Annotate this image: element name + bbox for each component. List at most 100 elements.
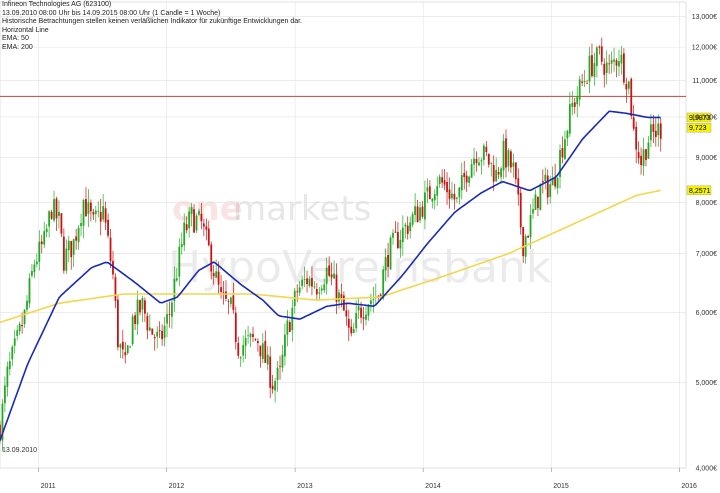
y-tick-label: 4,000€	[696, 466, 718, 473]
candle-body	[411, 214, 414, 225]
ema-200-line	[0, 189, 661, 324]
watermark-logo-markets: markets	[233, 189, 371, 229]
candle-body	[153, 337, 156, 339]
candle-body	[534, 194, 537, 210]
watermark-bank: HypoVereinsbank	[168, 242, 552, 293]
candle-body	[320, 288, 323, 291]
candle-body	[345, 310, 348, 317]
candle-body	[338, 292, 340, 302]
y-tick-label: 6,000€	[696, 310, 718, 317]
candle-body	[271, 385, 274, 390]
value-tag-label: 9,9873	[689, 115, 711, 122]
candle-body	[148, 327, 151, 331]
candle-body	[215, 271, 218, 278]
candle-body	[510, 151, 512, 168]
candle-body	[583, 81, 586, 83]
candle-body	[507, 150, 510, 167]
candle-body	[229, 297, 232, 304]
candle-body	[428, 186, 431, 200]
candle-body	[397, 231, 399, 249]
candle-body	[158, 330, 161, 331]
candle-body	[392, 232, 394, 238]
candle-body	[647, 142, 650, 159]
candle-body	[657, 123, 660, 136]
ema-50-path	[0, 110, 661, 441]
candle-body	[99, 212, 102, 222]
candle-body	[141, 298, 144, 310]
candle-body	[640, 155, 642, 166]
candle-body	[252, 334, 254, 337]
candle-body	[401, 227, 404, 243]
candle-body	[13, 338, 16, 346]
candle-body	[659, 123, 662, 139]
candle-body	[193, 209, 195, 233]
candle-body	[389, 237, 392, 270]
candle-body	[342, 295, 345, 311]
candle-body	[303, 278, 306, 280]
ema-50-line	[0, 110, 661, 441]
candle-body	[561, 147, 564, 158]
candle-body	[487, 153, 490, 165]
candle-body	[394, 231, 397, 233]
candle-body	[119, 344, 122, 348]
candle-body	[97, 210, 100, 212]
candle-body	[210, 244, 213, 272]
candle-body	[50, 211, 53, 219]
candle-body	[112, 260, 114, 275]
candle-body	[151, 328, 154, 335]
candle-body	[62, 236, 65, 271]
candle-body	[605, 62, 608, 73]
candle-body	[615, 60, 618, 66]
candle-body	[360, 307, 362, 318]
candle-body	[522, 227, 525, 257]
candle-body	[468, 176, 471, 183]
candle-body	[419, 207, 421, 221]
candle-body	[284, 334, 286, 357]
candle-body	[330, 274, 333, 278]
candle-body	[217, 271, 220, 285]
candle-body	[333, 273, 335, 279]
candle-body	[630, 78, 633, 117]
candle-body	[362, 317, 365, 319]
candle-body	[433, 194, 436, 201]
candle-body	[652, 124, 655, 132]
candle-body	[225, 291, 227, 299]
candle-body	[166, 314, 168, 324]
candle-body	[576, 97, 579, 105]
candle-body	[212, 273, 215, 277]
candle-body	[586, 82, 588, 84]
candle-body	[635, 126, 638, 150]
candle-body	[372, 298, 375, 300]
candle-body	[421, 206, 424, 217]
candle-body	[0, 424, 1, 441]
candle-body	[286, 320, 289, 335]
y-tick-label: 10,000€	[692, 114, 717, 121]
candle-body	[1, 403, 4, 441]
candle-body	[26, 300, 28, 310]
candle-body	[502, 140, 505, 171]
candle-body	[618, 61, 620, 67]
candle-body	[242, 345, 245, 356]
x-tick-label: 2012	[169, 483, 185, 490]
candle-body	[352, 329, 355, 333]
candle-body	[458, 187, 461, 197]
candle-body	[409, 222, 412, 232]
candle-body	[355, 313, 358, 329]
candle-body	[387, 254, 389, 267]
y-tick-label: 8,000€	[696, 200, 718, 207]
candle-body	[107, 219, 109, 236]
candle-body	[600, 46, 603, 62]
candle-body	[564, 139, 566, 160]
candle-body	[544, 174, 547, 181]
candle-body	[31, 271, 33, 276]
chart-period: 13.09.2010 08:00 Uhr bis 14.09.2015 08:0…	[2, 9, 221, 17]
candle-body	[492, 165, 495, 182]
candle-body	[276, 367, 279, 381]
candle-body	[568, 104, 571, 134]
candle-body	[21, 324, 24, 327]
candle-body	[480, 160, 483, 162]
candle-body	[500, 168, 502, 178]
candle-body	[505, 138, 507, 168]
candle-body	[377, 295, 380, 297]
